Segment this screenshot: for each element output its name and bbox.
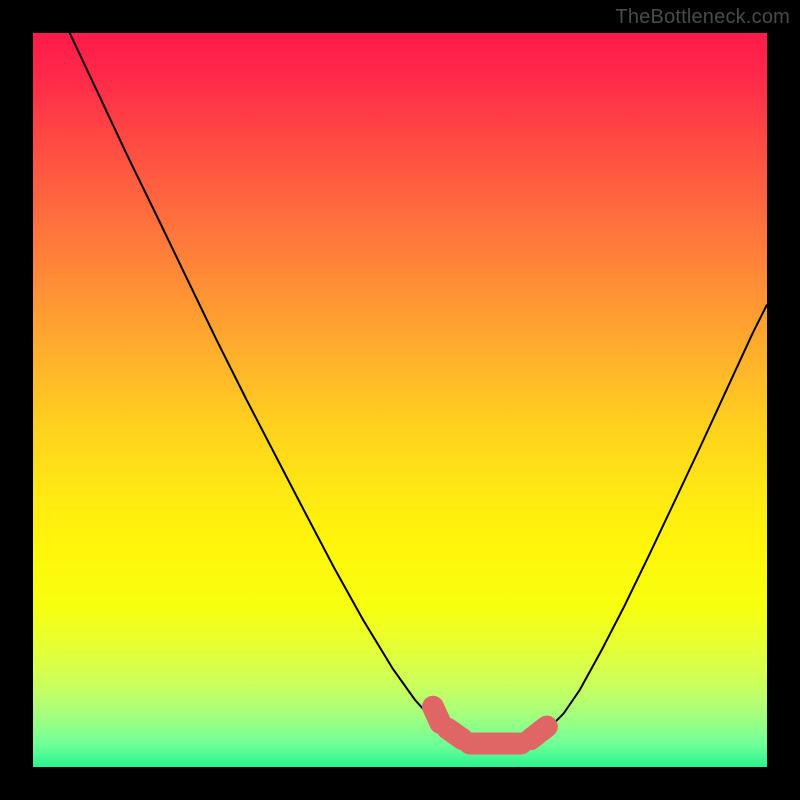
- chart-overlay-svg: [33, 33, 767, 767]
- valley-marker-segment: [531, 727, 547, 740]
- plot-area: [33, 33, 767, 767]
- bottleneck-curve: [70, 33, 767, 741]
- valley-marker: [433, 707, 547, 744]
- attribution-text: TheBottleneck.com: [615, 6, 790, 29]
- valley-marker-segment: [433, 707, 440, 723]
- valley-marker-segment: [448, 729, 463, 739]
- chart-frame: TheBottleneck.com: [0, 0, 800, 800]
